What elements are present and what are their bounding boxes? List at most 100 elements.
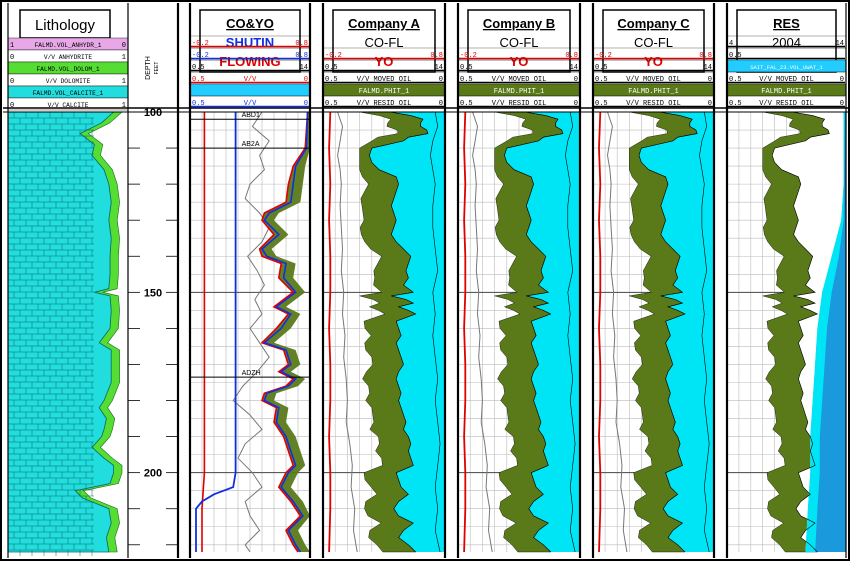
track-title-box bbox=[602, 9, 705, 73]
track-subtitle-1: CO-FL bbox=[634, 35, 673, 50]
water-fill bbox=[504, 112, 580, 552]
scale-right: 0.8 bbox=[295, 40, 308, 48]
legend-label: V/V ANHYDRITE bbox=[44, 54, 93, 61]
formation-marker-label: AB2A bbox=[242, 141, 260, 148]
scale-left: 0.5 bbox=[325, 100, 338, 108]
red-curve bbox=[328, 111, 332, 553]
track-title-box bbox=[332, 9, 436, 73]
depth-axis-label: DEPTH bbox=[145, 56, 152, 80]
scale-right: 0 bbox=[574, 100, 578, 108]
scale-right: 0 bbox=[840, 100, 844, 108]
scale-left: -0.2 bbox=[595, 52, 612, 60]
scale-mid: V/V RESID OIL bbox=[492, 100, 547, 108]
moved-oil-curve bbox=[369, 111, 429, 553]
resid-oil-curve bbox=[699, 111, 710, 553]
scale-right: 0 bbox=[840, 76, 844, 84]
track-subtitle-1: CO-FL bbox=[500, 35, 539, 50]
coyo-right-blue-curve bbox=[260, 111, 309, 553]
scale-right: 0 bbox=[574, 76, 578, 84]
scale-left: 0.5 bbox=[325, 76, 338, 84]
legend-label: V/V DOLOMITE bbox=[46, 78, 91, 85]
scale-mid: V/V RESID OIL bbox=[759, 100, 814, 108]
scale-left: -0.2 bbox=[192, 52, 209, 60]
legend-scale-right: 1 bbox=[122, 78, 126, 86]
legend-label: FALMD.VOL_DOLOM_1 bbox=[36, 66, 99, 73]
scale-left: -0.2 bbox=[192, 40, 209, 48]
scale-left: 0.5 bbox=[460, 100, 473, 108]
legend-label: FALMD.VOL_ANHYDR_1 bbox=[35, 42, 102, 49]
scale-right: 0.8 bbox=[430, 52, 443, 60]
depth-tick-label: 100 bbox=[144, 107, 162, 119]
resid-oil-curve bbox=[565, 111, 576, 553]
scale-right: 0 bbox=[439, 100, 443, 108]
scale-left: 0.5 bbox=[729, 100, 742, 108]
scale-right: 0.8 bbox=[565, 52, 578, 60]
scale-mid: FALMD.PHIT_1 bbox=[761, 88, 811, 96]
gray-curve bbox=[337, 111, 358, 553]
scale-left: 0.5 bbox=[595, 64, 608, 72]
water-fill bbox=[369, 112, 445, 552]
scale-mid: V/V MOVED OIL bbox=[626, 76, 681, 84]
scale-mid: V/V bbox=[244, 100, 257, 108]
red-curve bbox=[463, 111, 467, 553]
scale-left: 0.5 bbox=[595, 76, 608, 84]
scale-right: 14 bbox=[435, 64, 443, 72]
track-subtitle-2: YO bbox=[644, 54, 663, 69]
resid-oil-curve bbox=[430, 111, 441, 553]
track-subtitle-1: 2004 bbox=[772, 35, 801, 50]
chart-data-layer: ABD1 AB2A ADZH bbox=[7, 111, 846, 556]
track-title: Company B bbox=[483, 16, 555, 31]
scale-left: 0.5 bbox=[729, 76, 742, 84]
legend-label: FALMD.VOL_CALCITE_1 bbox=[33, 90, 104, 97]
scale-left: 0.5 bbox=[192, 76, 205, 84]
scale-left: -0.2 bbox=[460, 52, 477, 60]
moved-oil-curve bbox=[771, 111, 830, 553]
scale-mid: SAIT_FAL_23.VOL_UWAT_1 bbox=[750, 64, 823, 71]
track-subtitle-2: YO bbox=[375, 54, 394, 69]
scale-mid: FALMD.PHIT_1 bbox=[494, 88, 544, 96]
scale-left: 0.5 bbox=[460, 64, 473, 72]
track-title: RES bbox=[773, 16, 800, 31]
lithology-title: Lithology bbox=[35, 17, 96, 34]
red-curve bbox=[598, 111, 602, 553]
scale-right: 0.8 bbox=[699, 52, 712, 60]
legend-scale-left: 0 bbox=[10, 54, 14, 62]
scale-right: 14 bbox=[836, 40, 844, 48]
res-dark-blue-fill bbox=[815, 112, 846, 552]
scale-left: 0.5 bbox=[192, 64, 205, 72]
scale-left: 0.5 bbox=[460, 76, 473, 84]
depth-axis-units: FEET bbox=[154, 62, 160, 75]
legend-scale-left: 0 bbox=[10, 102, 14, 110]
scale-mid: V/V RESID OIL bbox=[626, 100, 681, 108]
scale-mid: V/V MOVED OIL bbox=[357, 76, 412, 84]
track-title: CO&YO bbox=[226, 16, 274, 31]
formation-marker-label: ABD1 bbox=[242, 112, 260, 119]
scale-left: 0.5 bbox=[595, 100, 608, 108]
scale-mid: FALMD.PHIT_1 bbox=[359, 88, 409, 96]
chart-header-layer: Lithology 1 FALMD.VOL_ANHYDR_1 0 0 V/V ANHYDR… bbox=[7, 9, 847, 111]
depth-tick-label: 200 bbox=[144, 468, 162, 480]
scale-left: 0.5 bbox=[325, 64, 338, 72]
scale-mid: V/V MOVED OIL bbox=[492, 76, 547, 84]
gray-curve bbox=[606, 111, 628, 553]
lithology-title-box bbox=[19, 9, 111, 39]
water-fill bbox=[639, 112, 714, 552]
res-white-fill bbox=[772, 112, 844, 552]
scale-mid: V/V bbox=[244, 76, 257, 84]
scale-mid: FALMD.PHIT_1 bbox=[628, 88, 678, 96]
coyo-red-curve bbox=[201, 112, 206, 552]
moved-oil-curve bbox=[504, 111, 564, 553]
scale-right: 14 bbox=[570, 64, 578, 72]
track-title: Company A bbox=[348, 16, 420, 31]
scale-right: 14 bbox=[300, 64, 308, 72]
track-subtitle-1: SHUTIN bbox=[226, 35, 274, 50]
legend-scale-left: 0 bbox=[10, 78, 14, 86]
scale-row bbox=[189, 83, 311, 97]
scale-left: 0.5 bbox=[192, 100, 205, 108]
legend-scale-right: 1 bbox=[122, 54, 126, 62]
scale-right: 0 bbox=[439, 76, 443, 84]
track-subtitle-2: YO bbox=[510, 54, 529, 69]
depth-tick-label: 150 bbox=[144, 287, 162, 299]
